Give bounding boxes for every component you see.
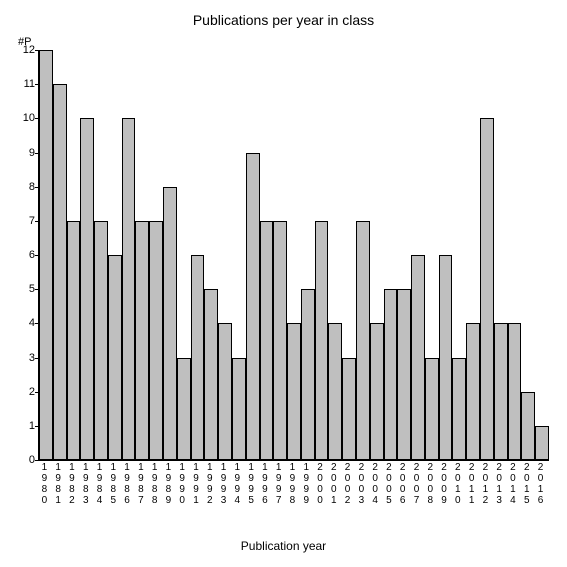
x-tick-label: 2009 [438,462,452,506]
x-tick-label: 2014 [507,462,521,506]
x-tick-label: 1980 [38,462,52,506]
y-tick-label: 4 [11,317,35,329]
x-tick-label: 1982 [66,462,80,506]
x-tick-label: 2015 [520,462,534,506]
y-tick-label: 11 [11,78,35,90]
x-tick-label: 1987 [134,462,148,506]
bar [370,323,384,460]
bar [53,84,67,460]
y-tick-label: 12 [11,44,35,56]
y-tick-label: 0 [11,454,35,466]
y-tick-label: 10 [11,112,35,124]
bar [480,118,494,460]
bar [191,255,205,460]
x-tick-label: 2000 [314,462,328,506]
bar [356,221,370,460]
x-tick-label: 1981 [52,462,66,506]
x-tick-label: 1991 [190,462,204,506]
x-tick-label: 2005 [383,462,397,506]
bar [232,358,246,461]
bar [328,323,342,460]
bar [508,323,522,460]
bar [384,289,398,460]
y-tick-label: 5 [11,283,35,295]
bar [177,358,191,461]
bar [342,358,356,461]
x-tick-label: 1985 [107,462,121,506]
x-tick-label: 1998 [286,462,300,506]
x-tick-label: 2008 [424,462,438,506]
y-tick-label: 2 [11,386,35,398]
bar [122,118,136,460]
bar [287,323,301,460]
bar [315,221,329,460]
x-tick-label: 2004 [369,462,383,506]
bar [397,289,411,460]
bar [246,153,260,461]
y-tick-label: 3 [11,352,35,364]
chart-title: Publications per year in class [0,12,567,28]
bar [108,255,122,460]
bar-chart: Publications per year in class #P 012345… [0,0,567,567]
bar [521,392,535,460]
bar [411,255,425,460]
bar [94,221,108,460]
y-tick-label: 6 [11,249,35,261]
x-tick-label: 1993 [217,462,231,506]
y-tick-label: 8 [11,181,35,193]
bar [452,358,466,461]
bar [163,187,177,460]
x-tick-label: 1999 [300,462,314,506]
bar [80,118,94,460]
x-tick-label: 2012 [479,462,493,506]
x-tick-label: 1994 [231,462,245,506]
bar [67,221,81,460]
x-tick-label: 1989 [162,462,176,506]
bar [135,221,149,460]
bar [149,221,163,460]
x-tick-label: 1984 [93,462,107,506]
x-tick-label: 2013 [493,462,507,506]
x-tick-label: 1992 [203,462,217,506]
x-tick-label: 2007 [410,462,424,506]
bar [535,426,549,460]
x-axis-label: Publication year [0,539,567,553]
x-tick-label: 1986 [121,462,135,506]
bars-group [39,50,549,460]
x-tick-label: 2001 [327,462,341,506]
x-tick-label: 2011 [465,462,479,506]
x-tick-label: 2002 [341,462,355,506]
bar [260,221,274,460]
x-tick-label: 1990 [176,462,190,506]
bar [204,289,218,460]
x-labels-group: 1980198119821983198419851986198719881989… [38,462,548,506]
bar [439,255,453,460]
y-tick-label: 7 [11,215,35,227]
x-tick-label: 2016 [534,462,548,506]
bar [425,358,439,461]
x-tick-label: 2010 [451,462,465,506]
bar [218,323,232,460]
x-tick-label: 1988 [148,462,162,506]
x-tick-label: 1996 [259,462,273,506]
plot-area [38,50,549,461]
bar [273,221,287,460]
x-tick-label: 1983 [79,462,93,506]
x-tick-label: 1995 [245,462,259,506]
y-tick-label: 9 [11,147,35,159]
x-tick-label: 2006 [396,462,410,506]
bar [301,289,315,460]
bar [466,323,480,460]
x-tick-label: 1997 [272,462,286,506]
y-tick-label: 1 [11,420,35,432]
bar [494,323,508,460]
bar [39,50,53,460]
x-tick-label: 2003 [355,462,369,506]
